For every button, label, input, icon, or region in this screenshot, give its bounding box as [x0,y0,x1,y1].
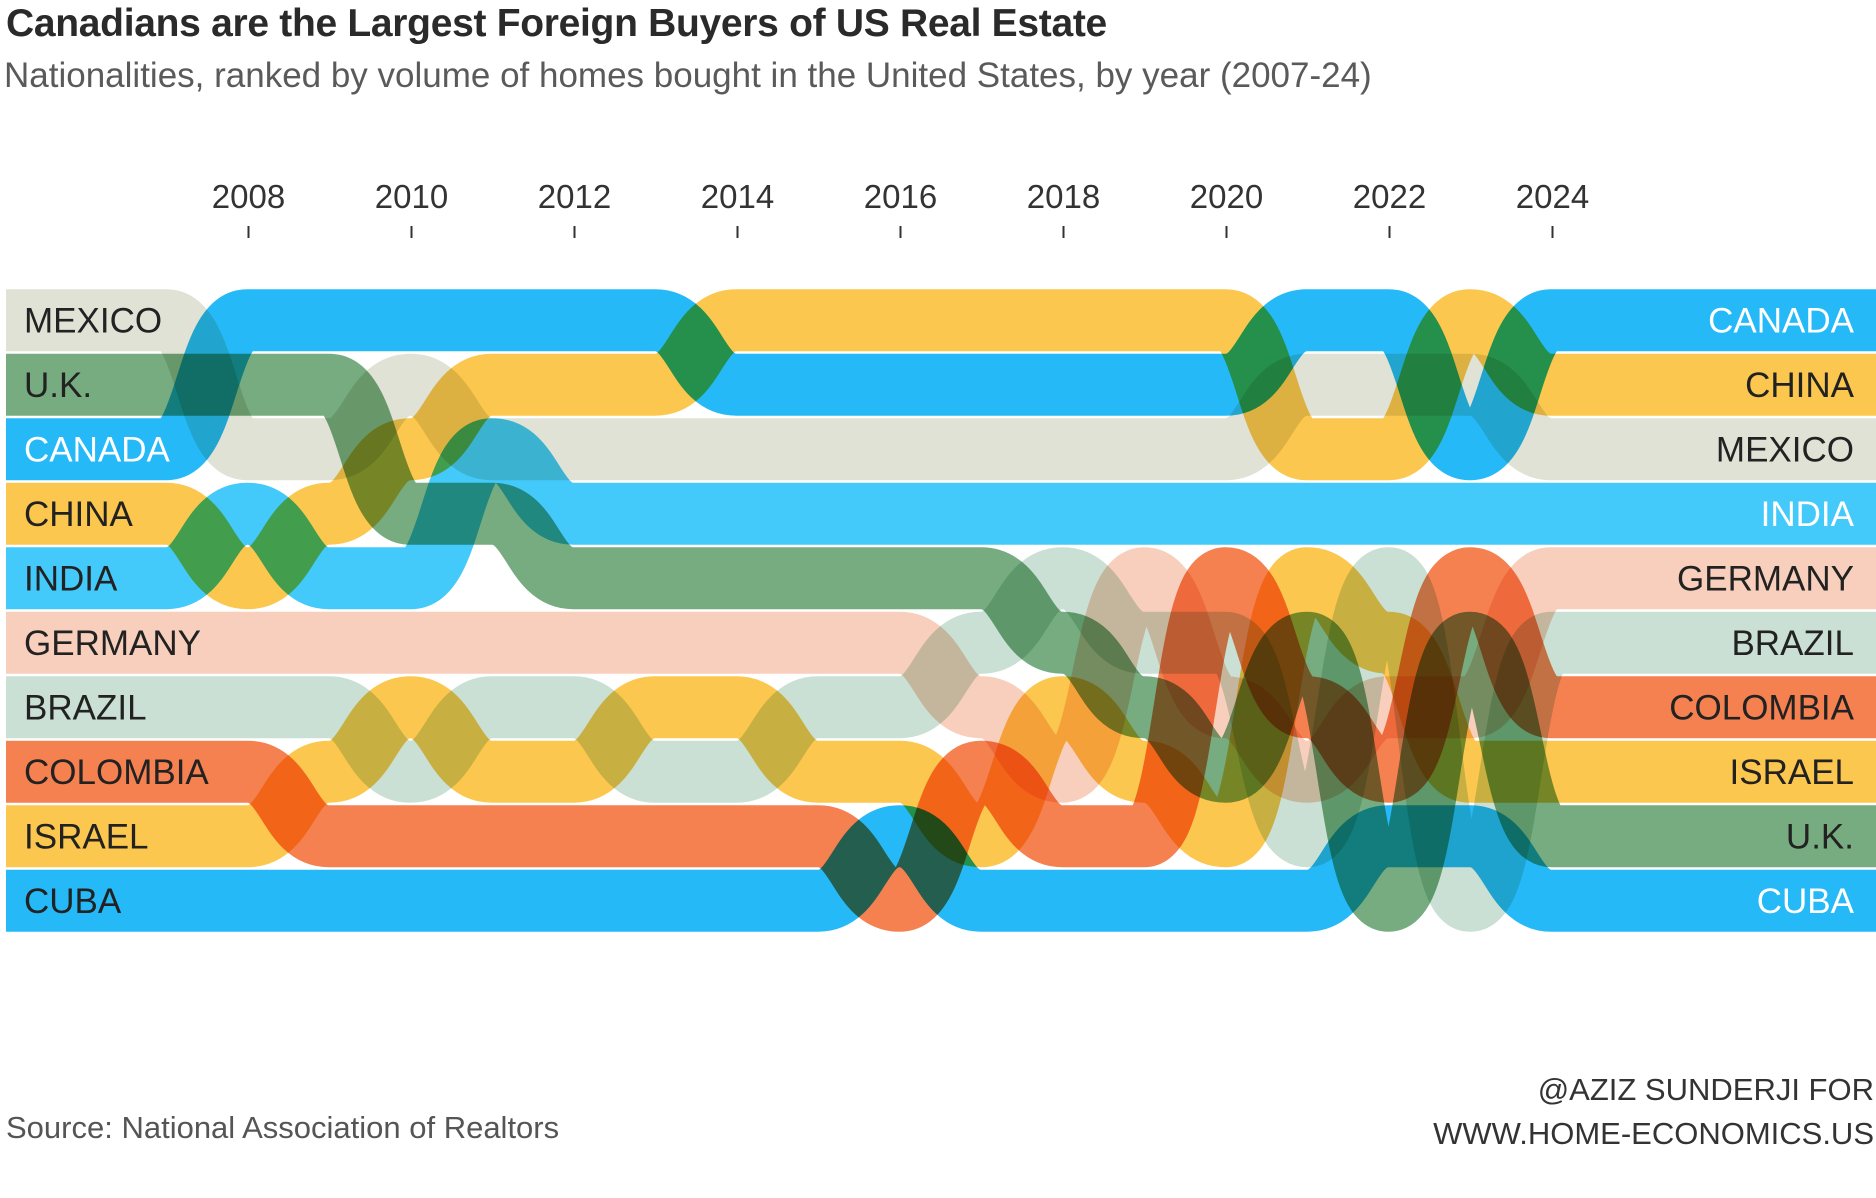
x-tick-label-2018: 2018 [1027,178,1100,215]
x-tick-label-2020: 2020 [1190,178,1263,215]
band-cuba [6,805,1876,932]
band-china [6,289,1876,610]
x-axis: 2008 2010 2012 2014 2016 2018 2020 2022 2024 [212,178,1589,238]
x-tick-label-2024: 2024 [1516,178,1589,215]
right-label-colombia: COLOMBIA [1669,688,1854,727]
left-label-brazil: BRAZIL [24,688,147,727]
source-note: Source: National Association of Realtors [6,1110,560,1145]
band-israel [6,547,1876,868]
credit: @AZIZ SUNDERJI FOR WWW.HOME-ECONOMICS.US [1433,1068,1874,1156]
band-canada [6,289,1876,481]
right-label-canada: CANADA [1708,301,1855,340]
left-label-israel: ISRAEL [24,817,149,856]
series-labels: MEXICO MEXICO U.K. U.K. CANADA CANADA CHINA CHI… [24,301,1855,921]
right-label-china: CHINA [1745,366,1855,405]
x-tick-label-2016: 2016 [864,178,937,215]
right-label-u-k: U.K. [1786,817,1854,856]
series-bands [6,289,1876,932]
left-label-cuba: CUBA [24,882,122,921]
bump-chart: 2008 2010 2012 2014 2016 2018 2020 2022 2024 MEX… [6,178,1876,932]
chart-subtitle: Nationalities, ranked by volume of homes… [4,56,1372,95]
left-label-mexico: MEXICO [24,301,162,340]
right-label-cuba: CUBA [1757,882,1855,921]
band-india [6,418,1876,610]
left-label-u-k: U.K. [24,366,92,405]
right-label-germany: GERMANY [1677,559,1854,598]
chart-title: Canadians are the Largest Foreign Buyers… [6,2,1107,45]
left-label-india: INDIA [24,559,118,598]
right-label-israel: ISRAEL [1730,753,1855,792]
x-tick-label-2022: 2022 [1353,178,1426,215]
right-label-india: INDIA [1761,495,1855,534]
right-label-mexico: MEXICO [1716,430,1854,469]
x-tick-label-2010: 2010 [375,178,448,215]
left-label-china: CHINA [24,495,134,534]
left-label-canada: CANADA [24,430,171,469]
credit-line-1: @AZIZ SUNDERJI FOR [1537,1072,1874,1107]
right-label-brazil: BRAZIL [1731,624,1854,663]
credit-line-2: WWW.HOME-ECONOMICS.US [1433,1116,1874,1151]
band-u-k [6,353,1876,932]
left-label-colombia: COLOMBIA [24,753,209,792]
x-tick-label-2014: 2014 [701,178,774,215]
x-tick-label-2012: 2012 [538,178,611,215]
left-label-germany: GERMANY [24,624,201,663]
x-tick-label-2008: 2008 [212,178,285,215]
